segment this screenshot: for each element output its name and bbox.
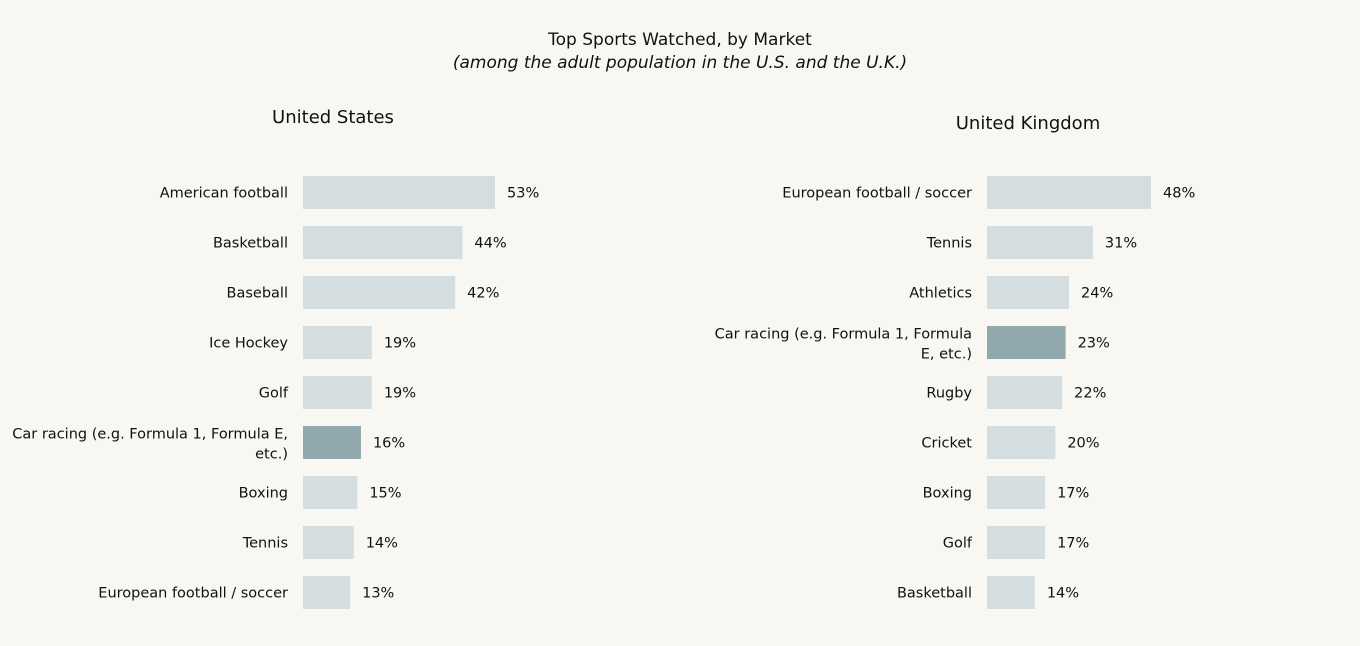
value-label: 19% [384, 386, 416, 402]
panel-title-us: United States [272, 107, 394, 128]
bar-us [303, 426, 361, 459]
bar-us [303, 176, 495, 209]
value-label: 19% [384, 336, 416, 352]
bar-uk [987, 326, 1066, 359]
category-label: Boxing [239, 486, 288, 502]
category-label: Basketball [213, 236, 288, 252]
value-label: 53% [507, 186, 539, 202]
category-label: Car racing (e.g. Formula 1, Formula E, [12, 427, 288, 443]
category-label: Ice Hockey [209, 336, 288, 352]
bar-uk [987, 226, 1093, 259]
category-label: Rugby [926, 386, 972, 402]
value-label: 14% [1047, 586, 1079, 602]
bar-uk [987, 426, 1056, 459]
category-label: Golf [259, 386, 289, 402]
category-label: European football / soccer [782, 186, 972, 202]
bar-uk [987, 476, 1046, 509]
category-label: Boxing [923, 486, 972, 502]
value-label: 17% [1057, 536, 1089, 552]
value-label: 20% [1067, 436, 1099, 452]
bar-uk [987, 526, 1046, 559]
value-label: 42% [467, 286, 499, 302]
value-label: 15% [369, 486, 401, 502]
category-label: Tennis [926, 236, 972, 252]
category-label: American football [160, 186, 288, 202]
value-label: 48% [1163, 186, 1195, 202]
category-label: Golf [943, 536, 973, 552]
category-label: E, etc.) [921, 347, 972, 363]
value-label: 44% [474, 236, 506, 252]
bar-us [303, 326, 372, 359]
category-label: Athletics [909, 286, 972, 302]
value-label: 13% [362, 586, 394, 602]
chart-title: Top Sports Watched, by Market [548, 30, 812, 50]
bar-uk [987, 276, 1069, 309]
value-label: 14% [366, 536, 398, 552]
bar-us [303, 476, 358, 509]
bar-us [303, 226, 463, 259]
bar-us [303, 526, 354, 559]
bar-uk [987, 376, 1063, 409]
category-label: Baseball [227, 286, 288, 302]
category-label: Tennis [242, 536, 288, 552]
bar-us [303, 376, 372, 409]
panel-title-uk: United Kingdom [955, 113, 1101, 134]
category-label: Basketball [897, 586, 972, 602]
category-label: Car racing (e.g. Formula 1, Formula [715, 327, 972, 343]
value-label: 17% [1057, 486, 1089, 502]
value-label: 22% [1074, 386, 1106, 402]
value-label: 24% [1081, 286, 1113, 302]
chart-subtitle: (among the adult population in the U.S. … [452, 53, 908, 73]
category-label: etc.) [255, 447, 288, 463]
value-label: 31% [1105, 236, 1137, 252]
bar-us [303, 276, 456, 309]
value-label: 23% [1078, 336, 1110, 352]
bar-uk [987, 176, 1151, 209]
category-label: European football / soccer [98, 586, 288, 602]
category-label: Cricket [921, 436, 972, 452]
bar-uk [987, 576, 1035, 609]
bar-us [303, 576, 351, 609]
value-label: 16% [373, 436, 405, 452]
